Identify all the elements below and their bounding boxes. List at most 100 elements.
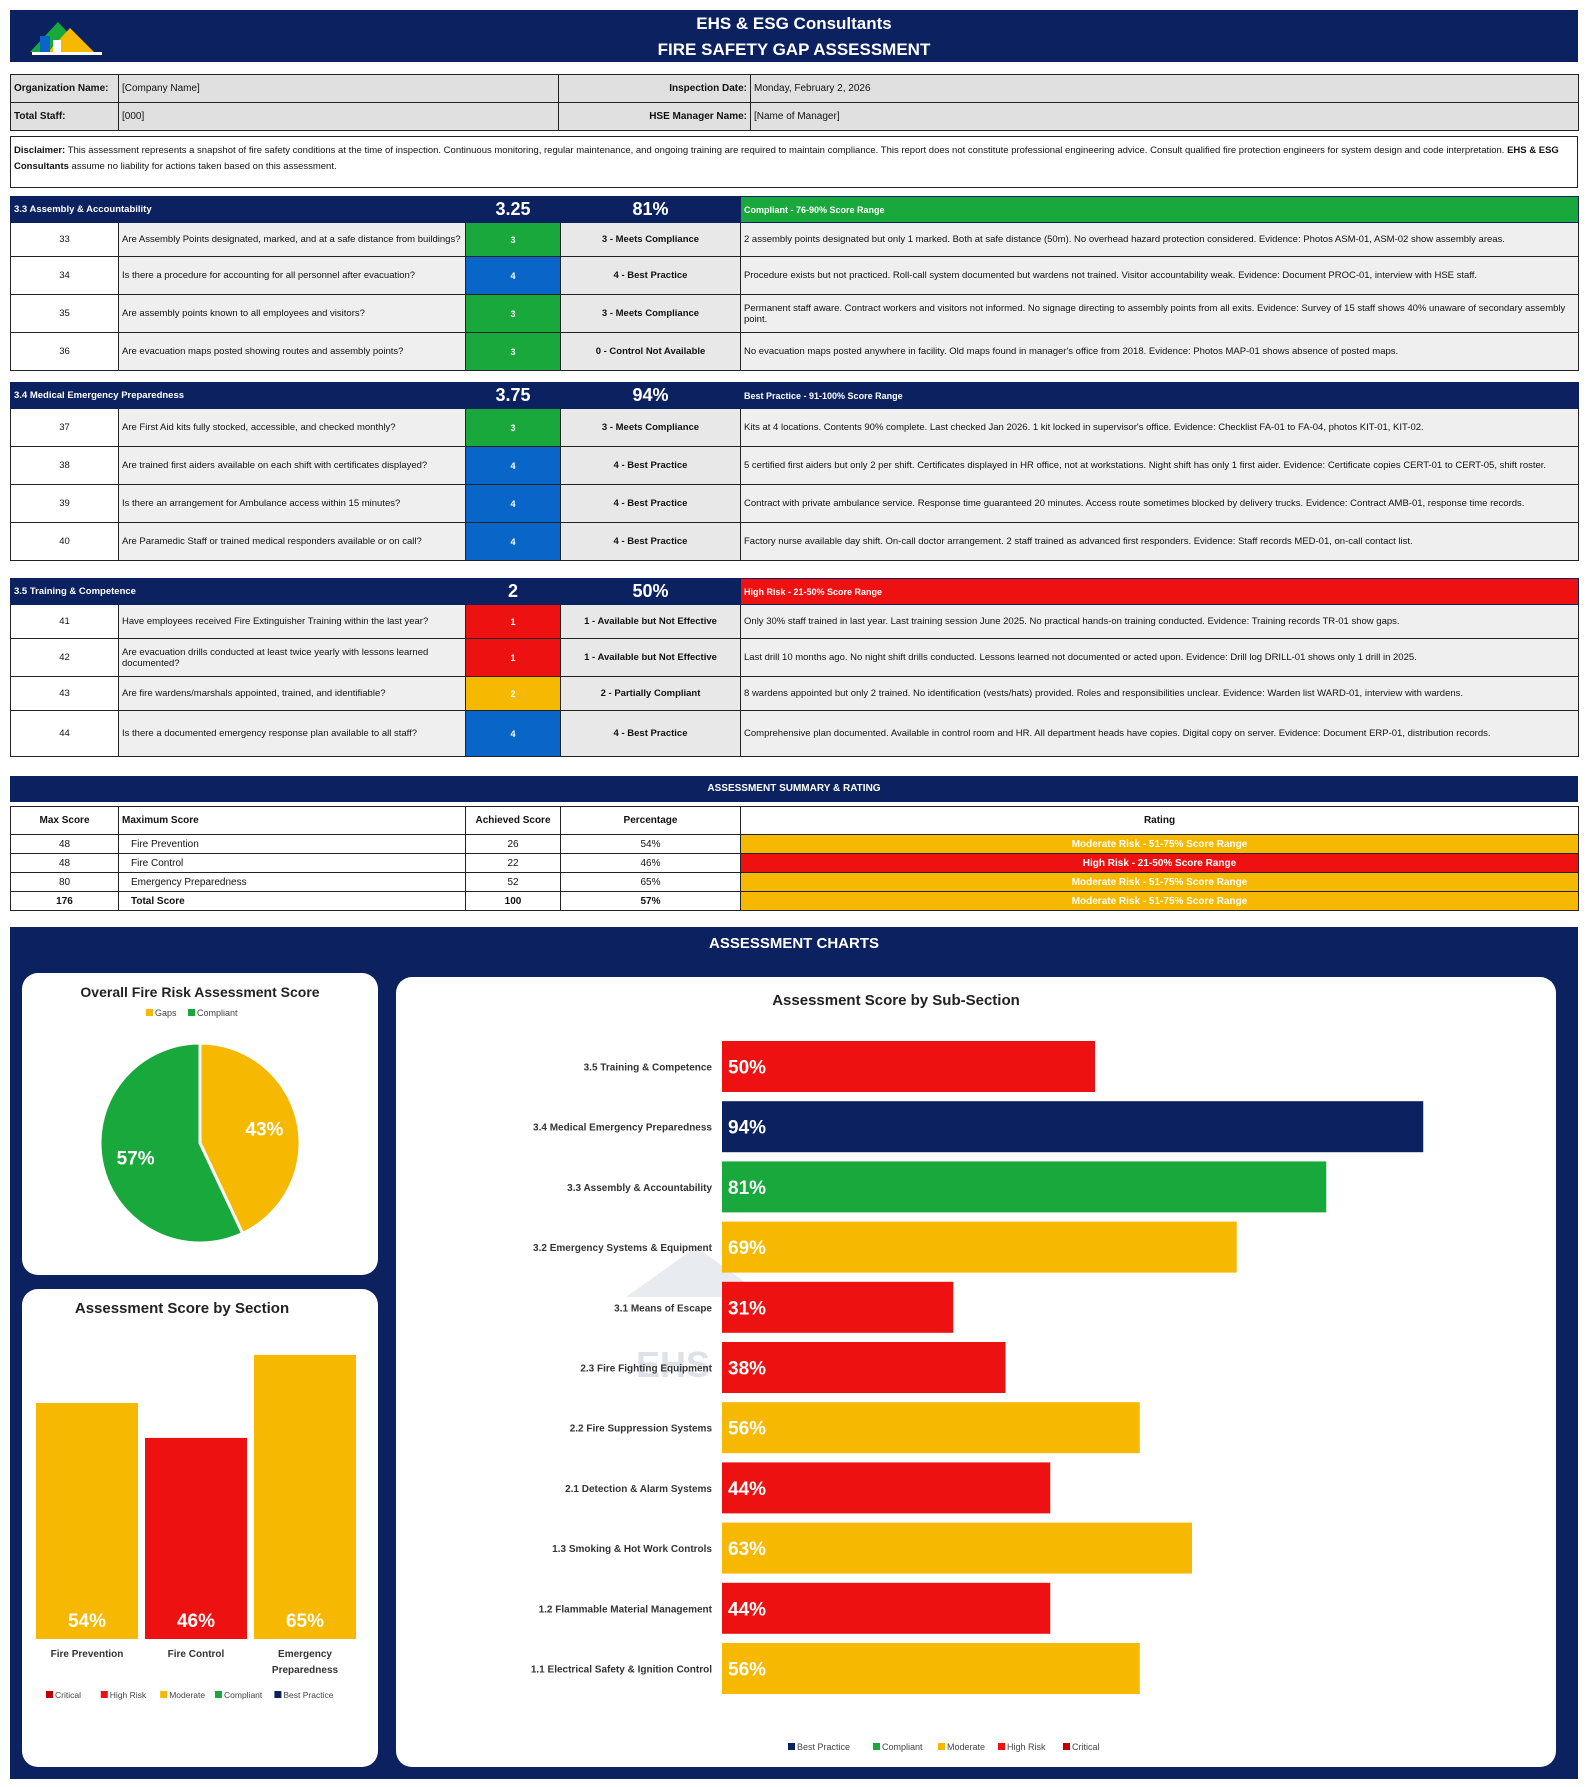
subsection-bar-label: 44% (728, 1599, 766, 1620)
summary-achieved: 22 (465, 853, 561, 873)
subsection-bar-label: 81% (728, 1178, 766, 1199)
score-cell[interactable]: 2 (465, 676, 562, 711)
question-text: Is there a procedure for accounting for … (118, 256, 466, 295)
section-table: 3.3 Assembly & Accountability 3.25 81% Comp… (10, 196, 1579, 371)
status-cell[interactable]: 3 - Meets Compliance (560, 408, 741, 447)
section-header-row: 3.5 Training & Competence 2 50% High Risk -… (9, 578, 1580, 605)
evidence-cell[interactable]: Kits at 4 locations. Contents 90% comple… (740, 408, 1579, 447)
section-table: 3.5 Training & Competence 2 50% High Risk -… (9, 578, 1580, 757)
legend-label: High Risk (1007, 1742, 1046, 1752)
summary-max: 48 (10, 853, 119, 873)
summary-percent: 57% (560, 891, 741, 911)
section-name: 3.4 Medical Emergency Preparedness (10, 382, 466, 409)
score-cell[interactable]: 4 (465, 256, 561, 295)
status-cell[interactable]: 3 - Meets Compliance (560, 294, 741, 333)
evidence-cell[interactable]: Procedure exists but not practiced. Roll… (740, 256, 1579, 295)
evidence-cell[interactable]: 2 assembly points designated but only 1 … (740, 222, 1579, 257)
evidence-cell[interactable]: Only 30% staff trained in last year. Las… (740, 604, 1580, 639)
score-cell[interactable]: 4 (465, 522, 561, 561)
status-cell[interactable]: 3 - Meets Compliance (560, 222, 741, 257)
score-cell[interactable]: 4 (465, 484, 561, 523)
charts-area: ASSESSMENT CHARTS Overall Fire Risk Asse… (10, 927, 1578, 1779)
status-cell[interactable]: 4 - Best Practice (560, 256, 741, 295)
evidence-cell[interactable]: Last drill 10 months ago. No night shift… (740, 638, 1580, 677)
date-value[interactable]: Monday, February 2, 2026 (750, 74, 1579, 103)
status-cell[interactable]: 4 - Best Practice (560, 522, 741, 561)
disclaimer: Disclaimer: This assessment represents a… (10, 136, 1578, 188)
manager-value[interactable]: [Name of Manager] (750, 102, 1579, 131)
status-cell[interactable]: 1 - Available but Not Effective (560, 604, 742, 639)
subsection-bar (722, 1101, 1424, 1153)
pie-label: 43% (245, 1120, 283, 1141)
summary-percent: 46% (560, 853, 741, 873)
summary-max: 176 (10, 891, 119, 911)
legend-swatch (100, 1691, 108, 1698)
evidence-cell[interactable]: Permanent staff aware. Contract workers … (740, 294, 1579, 333)
section-category-label: Emergency (278, 1649, 332, 1660)
question-number: 42 (10, 638, 119, 677)
score-cell[interactable]: 3 (465, 332, 561, 371)
summary-title: ASSESSMENT SUMMARY & RATING (10, 776, 1578, 802)
status-cell[interactable]: 4 - Best Practice (560, 484, 741, 523)
section-category-label: Fire Control (168, 1649, 225, 1660)
summary-rating: Moderate Risk - 51-75% Score Range (740, 834, 1579, 854)
subsection-bar (722, 1643, 1140, 1694)
subsection-bar-label: 38% (728, 1359, 766, 1380)
summary-achieved: 26 (465, 834, 561, 854)
section-percent: 81% (560, 196, 741, 223)
summary-name: Fire Prevention (118, 834, 466, 854)
score-cell[interactable]: 4 (465, 710, 562, 757)
evidence-cell[interactable]: Contract with private ambulance service.… (740, 484, 1579, 523)
legend-swatch (1063, 1743, 1070, 1750)
question-text: Are trained first aiders available on ea… (118, 446, 466, 485)
score-cell[interactable]: 1 (465, 604, 562, 639)
evidence-cell[interactable]: 8 wardens appointed but only 2 trained. … (740, 676, 1580, 711)
legend-label: Critical (1072, 1742, 1100, 1752)
status-cell[interactable]: 4 - Best Practice (560, 446, 741, 485)
subsection-bar (722, 1342, 1006, 1393)
section-range: Best Practice - 91-100% Score Range (740, 382, 1579, 409)
subsection-chart-title: Assessment Score by Sub-Section (772, 992, 1020, 1009)
status-cell[interactable]: 4 - Best Practice (560, 710, 742, 757)
status-cell[interactable]: 1 - Available but Not Effective (560, 638, 742, 677)
subsection-bar (722, 1522, 1192, 1574)
score-cell[interactable]: 1 (465, 638, 562, 677)
disclaimer-label: Disclaimer: (14, 145, 66, 156)
question-text: Are evacuation drills conducted at least… (117, 638, 467, 677)
status-cell[interactable]: 0 - Control Not Available (560, 332, 741, 371)
summary-percent: 54% (560, 834, 741, 854)
section-score: 3.25 (465, 196, 561, 223)
status-cell[interactable]: 2 - Partially Compliant (560, 676, 742, 711)
section-bar-chart: Assessment Score by Section 54% Fire Preve… (36, 1300, 356, 1700)
legend-swatch (215, 1691, 222, 1698)
question-text: Are fire wardens/marshals appointed, tra… (117, 676, 467, 711)
section-range: Compliant - 76-90% Score Range (740, 196, 1579, 223)
evidence-cell[interactable]: No evacuation maps posted anywhere in fa… (740, 332, 1579, 371)
legend-label: Best Practice (283, 1690, 333, 1700)
question-number: 37 (10, 408, 119, 447)
pie-slice (98, 1041, 245, 1245)
staff-value[interactable]: [000] (118, 102, 559, 131)
table-row: 43 Are fire wardens/marshals appointed, t… (10, 676, 1580, 711)
subsection-bar (722, 1221, 1237, 1273)
report-header: EHS & ESG Consultants FIRE SAFETY GAP AS… (10, 10, 1578, 62)
score-cell[interactable]: 3 (465, 408, 561, 447)
org-value[interactable]: [Company Name] (118, 74, 559, 103)
question-number: 33 (10, 222, 119, 257)
evidence-cell[interactable]: 5 certified first aiders but only 2 per … (740, 446, 1579, 485)
subsection-category-label: 3.1 Means of Escape (614, 1303, 712, 1314)
question-number: 35 (10, 294, 119, 333)
evidence-cell[interactable]: Factory nurse available day shift. On-ca… (740, 522, 1579, 561)
score-cell[interactable]: 4 (465, 446, 561, 485)
evidence-cell[interactable]: Comprehensive plan documented. Available… (740, 710, 1580, 757)
summary-achieved: 100 (465, 891, 561, 911)
subsection-category-label: 2.2 Fire Suppression Systems (570, 1424, 713, 1435)
question-text: Is there a documented emergency response… (117, 710, 467, 757)
score-cell[interactable]: 3 (465, 294, 561, 333)
subsection-bar (722, 1402, 1140, 1454)
summary-table: Max Score Maximum Score Achieved Score Perc… (10, 806, 1579, 911)
summary-rating: Moderate Risk - 51-75% Score Range (740, 872, 1579, 892)
score-cell[interactable]: 3 (465, 222, 561, 257)
subsection-bar-label: 56% (728, 1419, 766, 1440)
